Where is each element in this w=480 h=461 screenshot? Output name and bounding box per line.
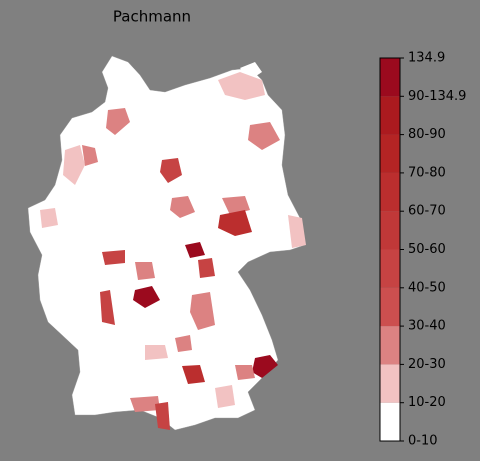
- colorbar-segment: [380, 58, 400, 97]
- region-fill: [100, 290, 115, 325]
- colorbar-segment: [380, 402, 400, 441]
- colorbar-label: 40-50: [408, 280, 446, 295]
- region-fill: [133, 286, 160, 308]
- region-fill: [248, 122, 280, 150]
- region-fill: [185, 242, 205, 258]
- region-fill: [235, 365, 255, 380]
- colorbar-segment: [380, 134, 400, 173]
- region-fill: [82, 145, 98, 166]
- region-fill: [215, 385, 235, 408]
- region-fill: [175, 335, 192, 352]
- colorbar-label: 90-134.9: [408, 89, 466, 104]
- colorbar-label: 20-30: [408, 357, 446, 372]
- region-fill: [170, 196, 195, 218]
- colorbar-label: 70-80: [408, 165, 446, 180]
- region-fill: [160, 158, 182, 183]
- colorbar-segment: [380, 326, 400, 365]
- island: [240, 62, 262, 80]
- region-fill: [182, 365, 205, 384]
- colorbar: 0-10 10-20 20-30 30-40 40-50 50-60 60-70 70-80 8…: [379, 51, 466, 449]
- region-fill: [40, 208, 58, 228]
- colorbar-label: 50-60: [408, 242, 446, 257]
- colorbar-segment: [380, 96, 400, 135]
- region-fill: [63, 145, 85, 185]
- colorbar-label: 0-10: [408, 434, 438, 449]
- map-title: Pachmann: [113, 8, 191, 26]
- region-fill: [135, 262, 155, 280]
- region-fill: [102, 250, 125, 265]
- colorbar-segment: [380, 172, 400, 212]
- region-fill: [190, 292, 215, 330]
- region-fill: [145, 345, 168, 360]
- region-fill: [218, 72, 265, 100]
- colorbar-label: 134.9: [408, 51, 445, 66]
- region-fill: [222, 196, 250, 215]
- colorbar-segment: [380, 364, 400, 403]
- colorbar-label: 80-90: [408, 127, 446, 142]
- country-outline: [27, 55, 306, 431]
- colorbar-segment: [380, 211, 400, 250]
- region-fill: [155, 402, 170, 430]
- region-fill: [198, 258, 215, 278]
- region-fill: [106, 108, 130, 135]
- colorbar-segment: [380, 249, 400, 288]
- region-fill: [218, 210, 252, 236]
- region-fill: [288, 215, 306, 248]
- colorbar-label: 30-40: [408, 319, 446, 334]
- colorbar-segment: [380, 287, 400, 327]
- colorbar-label: 60-70: [408, 204, 446, 219]
- region-fill: [130, 396, 160, 412]
- region-fill: [252, 355, 278, 378]
- colorbar-label: 10-20: [408, 395, 446, 410]
- germany-map: [27, 55, 306, 431]
